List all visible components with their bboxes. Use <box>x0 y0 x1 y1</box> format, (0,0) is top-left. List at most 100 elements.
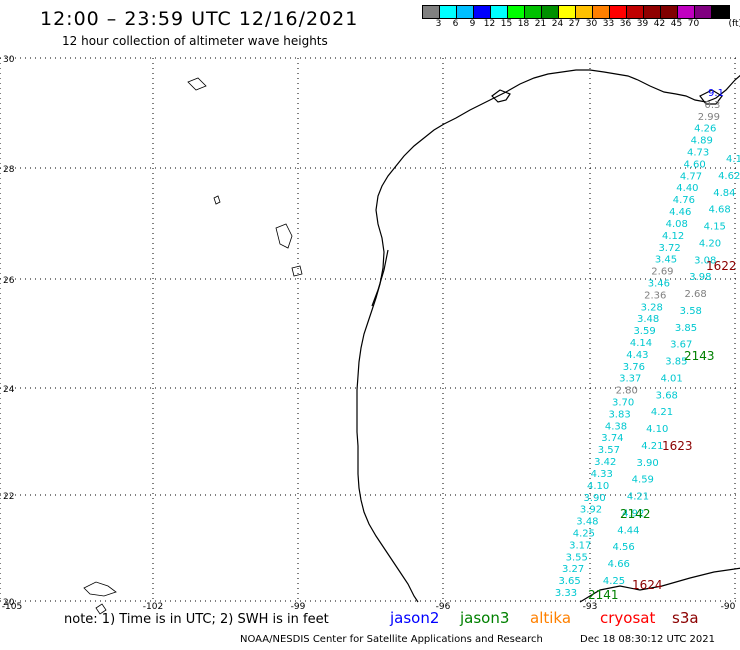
wave-height-value: 4.21 <box>627 492 649 503</box>
wave-height-value: 4.10 <box>587 481 609 492</box>
wave-height-value: 4.14 <box>630 338 652 349</box>
legend-swatch <box>593 6 610 18</box>
satellite-jason3: jason3 <box>460 609 510 627</box>
pass-number-label: 1623 <box>662 439 693 453</box>
satellite-cryosat: cryosat <box>600 609 656 627</box>
legend-swatch <box>712 6 729 18</box>
wave-height-value: 3.90 <box>636 458 658 469</box>
wave-height-value: 4.44 <box>617 525 639 536</box>
longitude-label: -102 <box>143 602 163 612</box>
wave-height-value: 9.1 <box>708 88 724 99</box>
wave-height-value: 4.26 <box>694 124 716 135</box>
wave-height-value: 3.76 <box>623 362 645 373</box>
legend-swatches <box>422 5 730 19</box>
page-subtitle: 12 hour collection of altimeter wave hei… <box>62 34 328 48</box>
wave-height-value: 4.92 <box>622 508 644 519</box>
wave-height-labels: 9.10.32.994.264.894.734.604.774.404.764.… <box>555 88 740 599</box>
graticule <box>0 57 740 602</box>
legend-label: 3 <box>435 19 442 29</box>
legend-label: 33 <box>602 19 615 29</box>
wave-height-value: 4.84 <box>713 188 735 199</box>
wave-height-value: 4.33 <box>591 469 613 480</box>
satellite-jason2: jason2 <box>390 609 440 627</box>
wave-height-value: 4.40 <box>676 183 698 194</box>
wave-height-value: 0.3 <box>704 100 720 111</box>
latitude-label: 24 <box>3 385 15 395</box>
legend-label: 30 <box>585 19 598 29</box>
legend-swatch <box>423 6 440 18</box>
satellite-altika: altika <box>530 609 572 627</box>
wave-height-value: 4.21 <box>641 441 663 452</box>
latitude-label: 20 <box>3 598 15 608</box>
latitude-label: 26 <box>3 276 15 286</box>
wave-height-value: 4.08 <box>666 219 688 230</box>
wave-height-value: 4.01 <box>660 373 682 384</box>
wave-height-value: 3.70 <box>612 398 634 409</box>
legend-unit: (ft) <box>728 19 740 29</box>
wave-height-value: 3.27 <box>562 564 584 575</box>
wave-height-value: 4.20 <box>699 238 721 249</box>
wave-height-value: 3.37 <box>619 374 641 385</box>
legend-labels: 3 6 9 12 15 18 21 24 27 30 33 36 39 42 45 70 <box>430 19 730 29</box>
legend-swatch <box>610 6 627 18</box>
pass-number-label: 1622 <box>706 259 737 273</box>
satellite-s3a: s3a <box>672 609 699 627</box>
wave-height-value: 4.43 <box>626 350 648 361</box>
wave-height-value: 4.59 <box>632 475 654 486</box>
pass-number-label: 2142 <box>620 507 651 521</box>
wave-height-value: 3.85 <box>675 323 697 334</box>
wave-height-value: 2.99 <box>698 112 720 123</box>
wave-height-value: 4.46 <box>669 207 691 218</box>
legend-swatch <box>491 6 508 18</box>
pass-number-label: 2141 <box>588 588 619 602</box>
wave-height-value: 4.66 <box>608 559 630 570</box>
wave-height-value: 4.1 <box>726 154 740 165</box>
wave-height-value: 4.38 <box>605 421 627 432</box>
legend-swatch <box>542 6 559 18</box>
texas-louisiana-coast <box>356 69 740 603</box>
yucatan-coast <box>579 567 740 603</box>
wave-height-value: 4.25 <box>603 576 625 587</box>
legend-swatch <box>644 6 661 18</box>
wave-height-value: 3.48 <box>637 314 659 325</box>
interior-lakes <box>83 77 303 615</box>
wave-height-value: 3.74 <box>601 433 623 444</box>
wave-height-value: 3.72 <box>658 243 680 254</box>
wave-height-value: 2.80 <box>616 386 638 397</box>
wave-height-value: 3.45 <box>655 255 677 266</box>
footer-note: note: 1) Time is in UTC; 2) SWH is in fe… <box>64 612 329 627</box>
credit-text: NOAA/NESDIS Center for Satellite Applica… <box>240 634 543 645</box>
wave-height-value: 3.33 <box>555 588 577 599</box>
generated-timestamp: Dec 18 08:30:12 UTC 2021 <box>580 634 715 645</box>
wave-height-value: 3.85 <box>665 357 687 368</box>
wave-height-value: 4.15 <box>704 222 726 233</box>
wave-height-value: 2.69 <box>651 267 673 278</box>
pass-number-label: 2143 <box>684 349 715 363</box>
pass-labels: 1622 2143 1623 2142 1624 2141 <box>588 259 737 602</box>
legend-label: 27 <box>568 19 581 29</box>
wave-height-value: 4.76 <box>673 195 695 206</box>
wave-height-value: 3.98 <box>689 272 711 283</box>
delta-outline <box>699 89 723 105</box>
wave-height-value: 3.90 <box>583 493 605 504</box>
wave-height-value: 4.68 <box>708 205 730 216</box>
legend-swatch <box>678 6 695 18</box>
wave-height-value: 3.68 <box>656 390 678 401</box>
legend-swatch <box>695 6 712 18</box>
wave-height-value: 2.68 <box>684 289 706 300</box>
wave-height-value: 3.92 <box>580 505 602 516</box>
wave-height-value: 3.58 <box>680 306 702 317</box>
legend-swatch <box>661 6 678 18</box>
wave-height-value: 3.55 <box>566 552 588 563</box>
wave-height-value: 3.17 <box>569 540 591 551</box>
legend-label: 15 <box>500 19 513 29</box>
latitude-label: 22 <box>3 492 14 502</box>
legend-label: 18 <box>517 19 530 29</box>
wave-height-value: 4.89 <box>691 136 713 147</box>
legend-swatch <box>576 6 593 18</box>
wave-height-value: 4.62 <box>718 171 740 182</box>
legend-swatch <box>508 6 525 18</box>
page-title: 12:00 – 23:59 UTC 12/16/2021 <box>40 8 359 30</box>
wave-height-value: 4.77 <box>680 171 702 182</box>
